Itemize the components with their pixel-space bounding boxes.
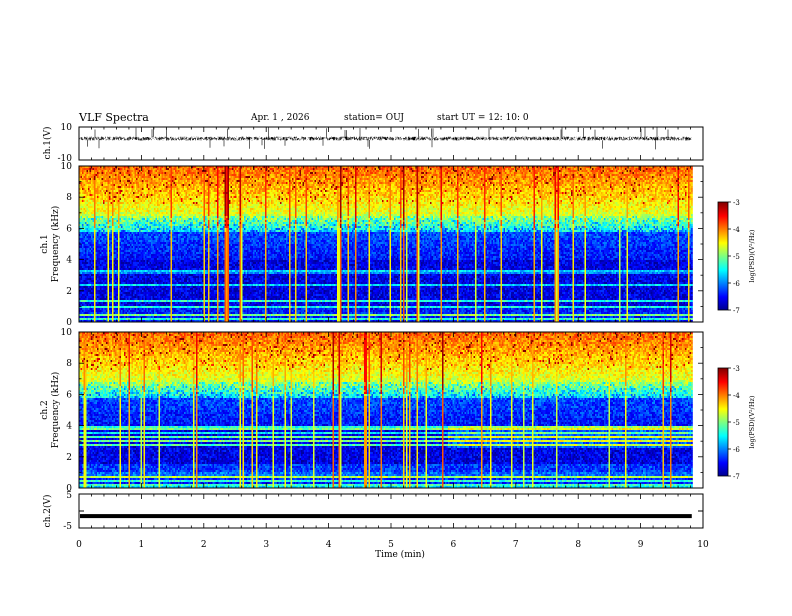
colorbar-tick-label: -4: [733, 226, 740, 234]
figure-title: VLF Spectra: [79, 111, 149, 124]
colorbar-label: log(PSD)(V²/Hz): [748, 395, 756, 448]
spectrogram-ch1-image: [79, 166, 693, 322]
colorbar-tick-label: -5: [733, 253, 740, 261]
ch2-spectro-ylabel-1: ch.2: [40, 400, 50, 419]
ch1-spectro-ylabel-1: ch.1: [40, 234, 50, 253]
ch1-ytick-top: 10: [61, 123, 73, 133]
freq-tick-label: 6: [66, 224, 72, 234]
colorbar-gradient: [718, 368, 728, 476]
ch2-spectro-ylabel-2: Frequency (kHz): [50, 372, 61, 449]
station-label: station= OUJ: [344, 113, 404, 123]
time-axis-label: Time (min): [375, 549, 425, 560]
time-tick-label: 6: [451, 540, 457, 550]
freq-tick-label: 6: [66, 390, 72, 400]
freq-tick-label: 8: [66, 359, 72, 369]
ch2-ytick-bottom: -5: [63, 522, 72, 532]
freq-tick-label: 2: [66, 287, 72, 297]
colorbar-ch2: -3 -4 -5 -6 -7 log(PSD)(V²/Hz): [718, 365, 756, 481]
ch2-waveform-band: [80, 514, 692, 518]
colorbar-tick-label: -7: [733, 307, 740, 315]
ch1-waveform-ylabel: ch.1(V): [42, 127, 53, 160]
spectrogram-ch2-image: [79, 332, 693, 488]
time-tick-label: 9: [638, 540, 644, 550]
spectrogram-ch1-panel: 0 2 4 6 8 10 ch.1 Frequency (kHz) -3 -4 -5 -6 -7 l…: [40, 162, 756, 328]
colorbar-gradient: [718, 202, 728, 310]
colorbar-tick-label: -4: [733, 392, 740, 400]
colorbar-label: log(PSD)(V²/Hz): [748, 229, 756, 282]
freq-tick-label: 4: [66, 422, 72, 432]
time-tick-label: 8: [575, 540, 581, 550]
colorbar-tick-label: -3: [733, 199, 740, 207]
freq-tick-label: 0: [66, 318, 72, 328]
time-tick-label: 10: [697, 540, 709, 550]
time-axis: 0 1 2 3 4 5 6 7 8 9 10: [76, 540, 709, 550]
time-tick-label: 2: [201, 540, 207, 550]
waveform-ch2-trace: [80, 514, 692, 518]
freq-tick-label: 4: [66, 256, 72, 266]
colorbar-tick-label: -7: [733, 473, 740, 481]
freq-tick-label: 2: [66, 453, 72, 463]
start-time-label: start UT = 12: 10: 0: [437, 113, 529, 123]
ch1-spectro-ylabel-2: Frequency (kHz): [50, 206, 61, 283]
time-tick-label: 0: [76, 540, 82, 550]
freq-tick-label: 8: [66, 193, 72, 203]
waveform-ch1-panel: 10 -10 ch.1(V): [42, 123, 703, 164]
time-tick-label: 3: [263, 540, 269, 550]
time-tick-label: 4: [326, 540, 332, 550]
colorbar-tick-label: -6: [733, 446, 740, 454]
freq-tick-label: 10: [61, 328, 73, 338]
time-tick-label: 7: [513, 540, 519, 550]
colorbar-tick-label: -3: [733, 365, 740, 373]
waveform-ch2-panel: 5 -5 ch.2(V): [42, 491, 703, 532]
ch2-waveform-ylabel: ch.2(V): [42, 495, 53, 528]
colorbar-tick-label: -5: [733, 419, 740, 427]
ch2-ytick-top: 5: [66, 491, 72, 501]
date-label: Apr. 1 , 2026: [251, 113, 310, 123]
time-tick-label: 5: [388, 540, 394, 550]
time-tick-label: 1: [139, 540, 145, 550]
freq-tick-label: 10: [61, 162, 73, 172]
colorbar-tick-label: -6: [733, 280, 740, 288]
colorbar-ch1: -3 -4 -5 -6 -7 log(PSD)(V²/Hz): [718, 199, 756, 315]
